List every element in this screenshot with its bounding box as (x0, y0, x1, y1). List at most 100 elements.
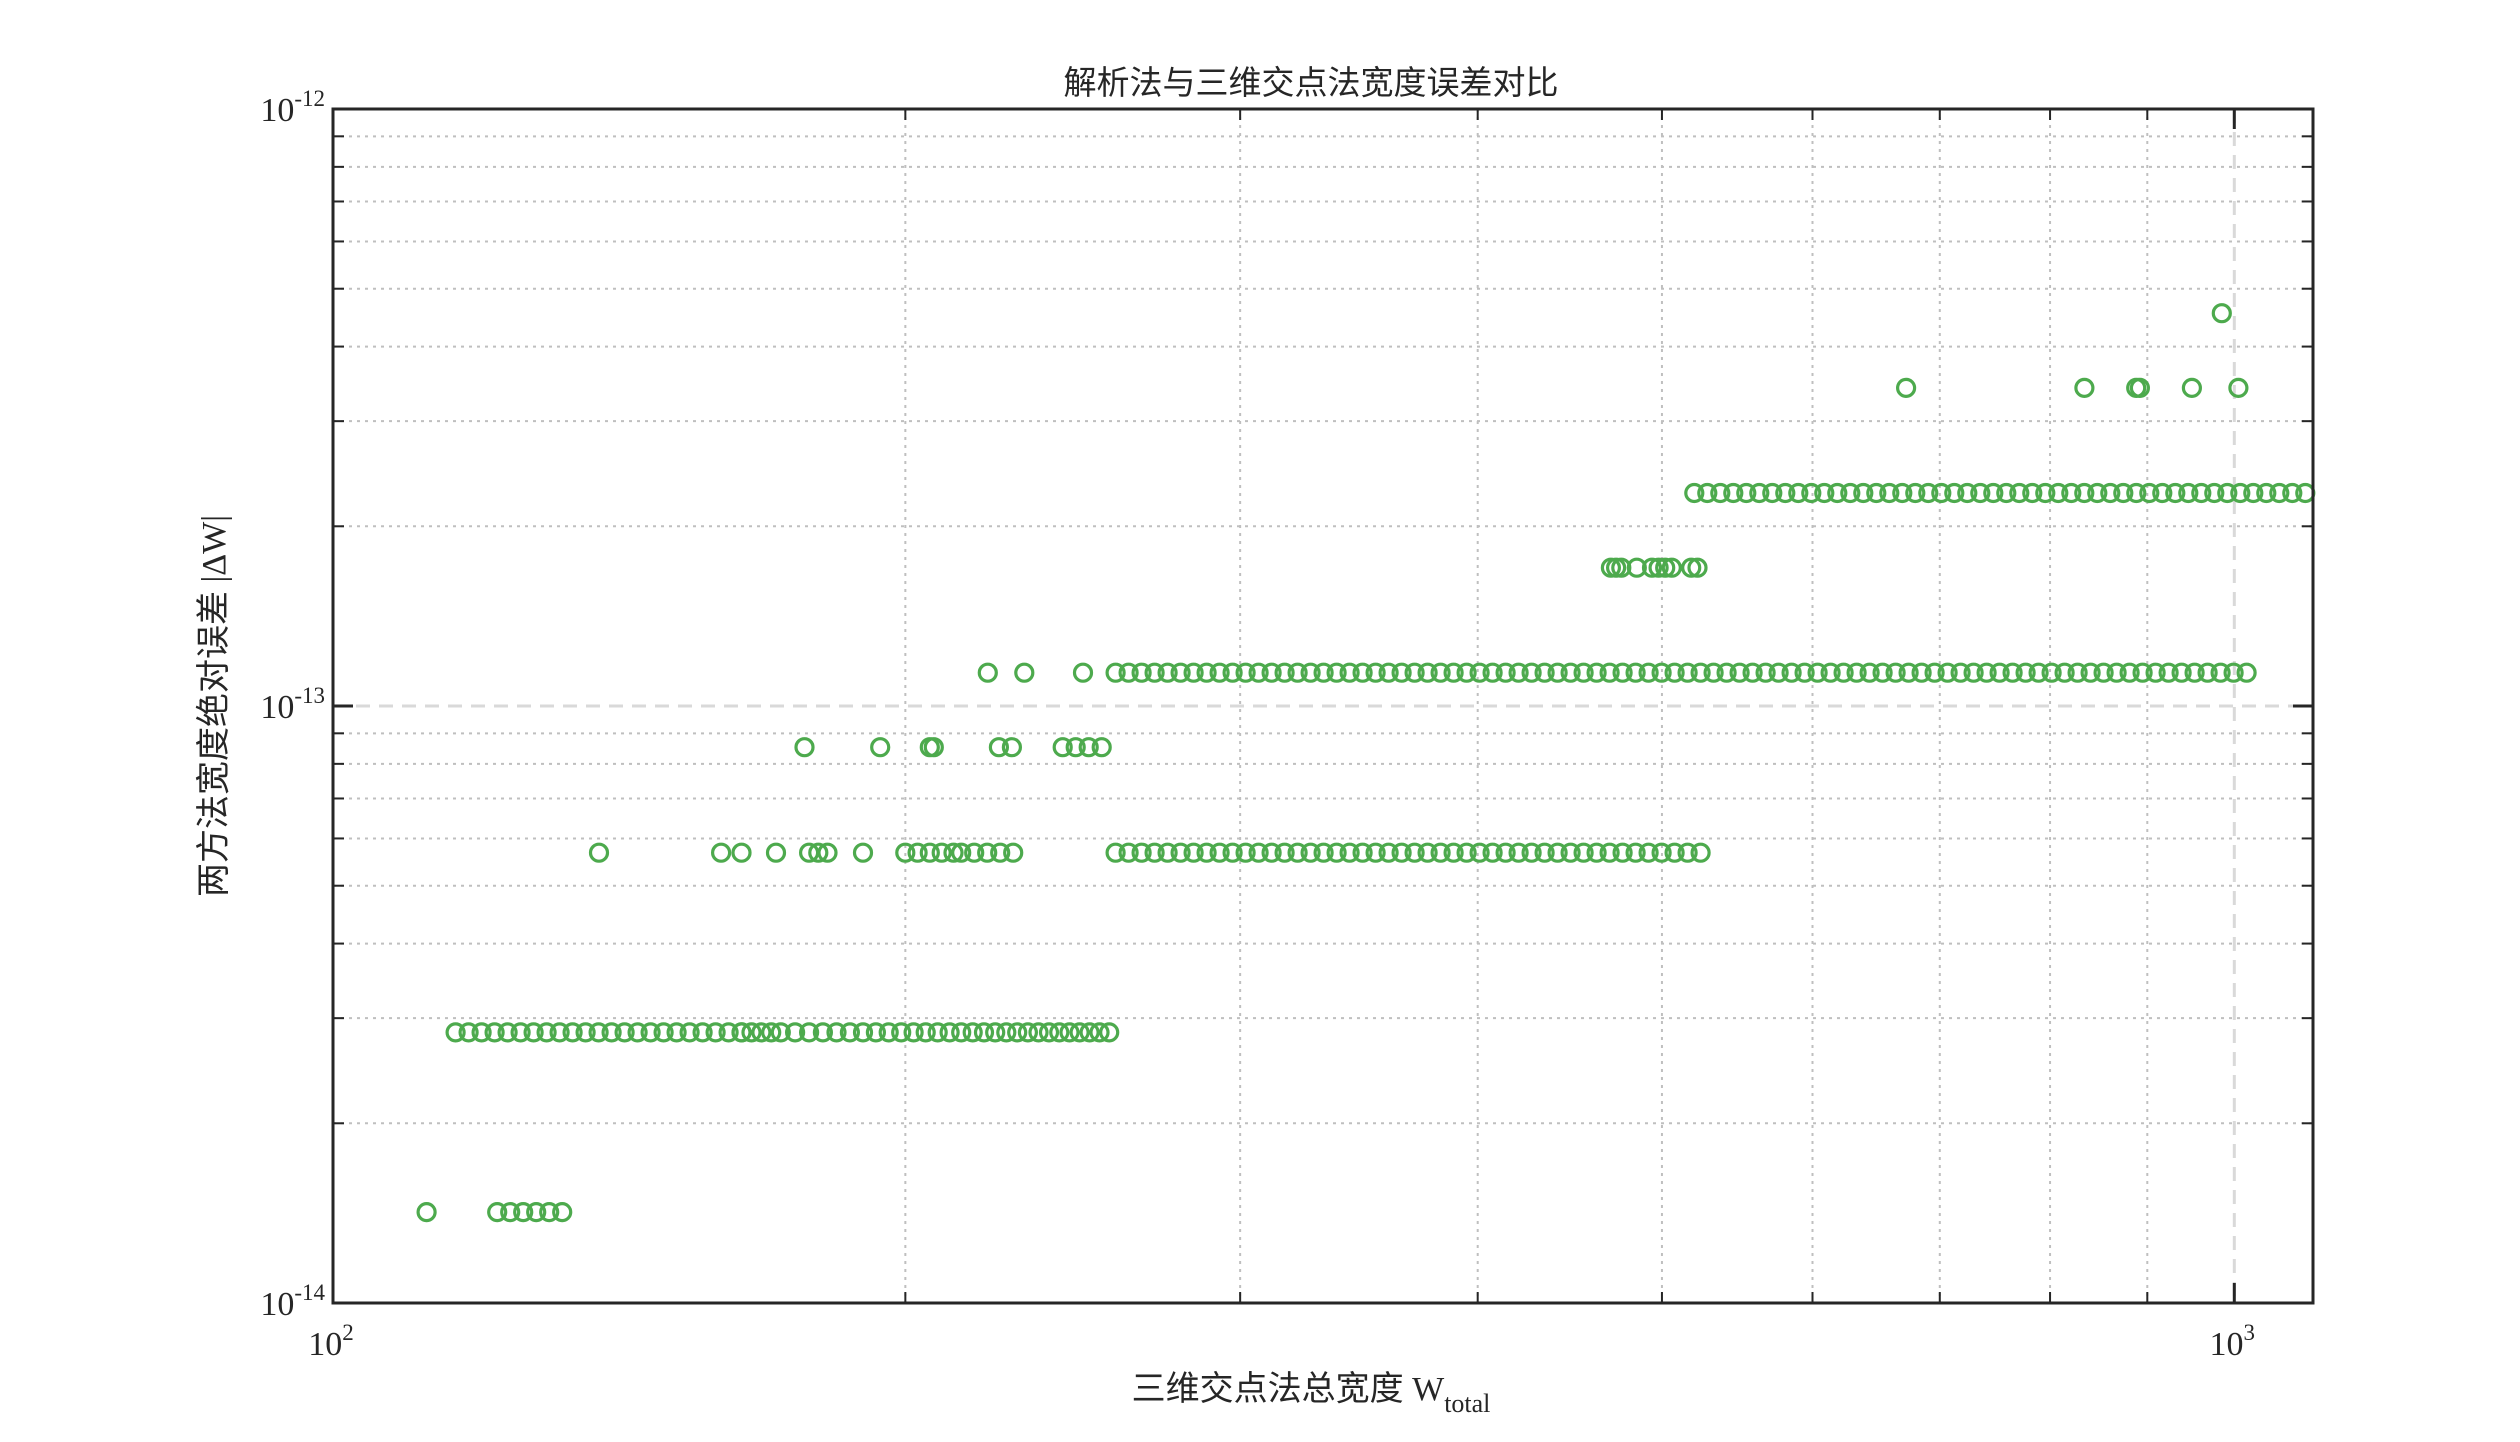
data-point (539, 1201, 560, 1223)
data-point (1222, 842, 1243, 863)
data-point (1684, 482, 1705, 504)
data-point (2002, 662, 2023, 683)
data-point (1690, 842, 1711, 863)
data-point (1417, 842, 1438, 863)
data-point (1573, 842, 1594, 863)
data-point (679, 1022, 700, 1043)
data-point (1755, 662, 1776, 683)
data-point (1703, 662, 1724, 683)
data-point (2152, 482, 2173, 504)
data-point (1846, 662, 1867, 683)
data-point (2041, 662, 2062, 683)
data-point (731, 842, 752, 863)
data-point (2035, 482, 2056, 504)
data-point (2126, 482, 2147, 504)
data-point (1918, 482, 1939, 504)
data-point (2048, 482, 2069, 504)
data-point (2067, 662, 2088, 683)
data-point (985, 1022, 1006, 1043)
data-point (903, 1022, 924, 1043)
data-point (973, 1022, 995, 1043)
data-point (2145, 662, 2166, 683)
data-point (1625, 662, 1646, 683)
data-point (549, 1022, 570, 1043)
data-point (915, 1022, 936, 1043)
data-point (1469, 842, 1490, 863)
axis-ticks (331, 107, 2313, 1305)
data-point (1352, 662, 1373, 683)
data-point (1651, 662, 1672, 683)
data-point (1651, 842, 1672, 863)
data-point (1664, 842, 1685, 863)
data-point (1599, 842, 1620, 863)
x-axis-label: 三维交点法总宽度 Wtotal (1132, 1370, 1491, 1418)
data-point (798, 1022, 820, 1043)
data-point (2009, 482, 2030, 504)
data-point (1820, 662, 1841, 683)
data-point (1378, 662, 1399, 683)
data-point (2236, 662, 2257, 683)
data-point (1957, 482, 1978, 504)
data-point (1209, 662, 1230, 683)
data-point (1664, 662, 1685, 683)
data-point (1586, 662, 1607, 683)
data-point (895, 842, 916, 863)
data-point (1729, 662, 1750, 683)
data-point (1661, 557, 1682, 578)
data-point (1391, 842, 1412, 863)
data-point (1391, 662, 1412, 683)
data-point (2061, 482, 2082, 504)
data-point (770, 1022, 791, 1043)
data-point (1638, 842, 1659, 863)
y-axis-label: 两方法宽度绝对误差 |ΔW| (195, 515, 233, 897)
data-point (2074, 482, 2095, 504)
data-point (1105, 662, 1126, 683)
data-point (1038, 1022, 1060, 1043)
data-point (1352, 842, 1373, 863)
data-point (2165, 482, 2186, 504)
data-point (1089, 1022, 1110, 1043)
data-point (962, 1022, 983, 1043)
data-points (416, 303, 2316, 1223)
data-point (1183, 842, 1204, 863)
data-point (718, 1022, 739, 1043)
data-point (2139, 482, 2160, 504)
data-point (1762, 482, 1783, 504)
data-point (1157, 662, 1178, 683)
data-point (1157, 842, 1178, 863)
data-point (865, 1022, 887, 1043)
data-point (2093, 662, 2114, 683)
data-point (1976, 662, 1997, 683)
data-point (1378, 842, 1399, 863)
data-point (1443, 842, 1464, 863)
data-point (2217, 482, 2238, 504)
data-point (588, 1022, 609, 1043)
x-tick-label: 102 (308, 1320, 354, 1363)
data-point (964, 842, 985, 863)
data-point (1131, 662, 1152, 683)
data-point (1534, 842, 1555, 863)
data-point (1049, 1022, 1070, 1043)
data-point (1814, 482, 1835, 504)
data-point (839, 1022, 861, 1043)
data-point (562, 1022, 583, 1043)
data-point (500, 1201, 521, 1223)
data-point (1196, 842, 1217, 863)
data-point (1287, 662, 1308, 683)
data-point (1677, 842, 1698, 863)
data-point (1001, 737, 1023, 758)
data-point (1495, 662, 1516, 683)
data-point (536, 1022, 557, 1043)
data-point (878, 1022, 899, 1043)
data-point (812, 1022, 834, 1043)
data-point (1248, 662, 1269, 683)
data-point (1404, 662, 1425, 683)
data-point (1681, 557, 1702, 578)
data-point (891, 1022, 912, 1043)
reference-lines (333, 109, 2313, 1303)
data-point (951, 842, 972, 863)
data-point (1313, 662, 1334, 683)
data-point (445, 1022, 466, 1043)
data-point (1736, 482, 1757, 504)
data-point (1690, 662, 1711, 683)
